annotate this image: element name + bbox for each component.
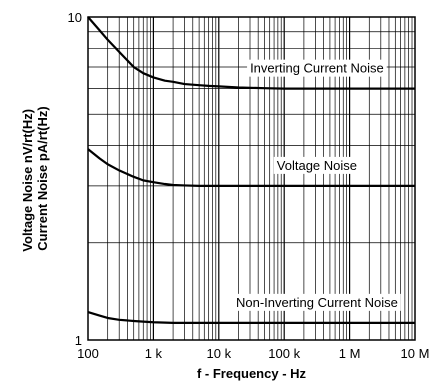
- x-tick-label: 10 M: [401, 346, 430, 361]
- y-axis-title: Voltage Noise nV/rt(Hz) Current Noise pA…: [20, 105, 50, 251]
- y-axis-title-voltage: Voltage Noise nV/rt(Hz): [20, 109, 35, 252]
- series-line-1: [87, 16, 415, 90]
- x-tick-labels: 100 1 k 10 k 100 k 1 M 10 M: [77, 346, 429, 361]
- x-tick-label: 100 k: [268, 346, 300, 361]
- y-tick-label: 1: [75, 333, 82, 348]
- x-tick-label: 1 k: [145, 346, 163, 361]
- grid: [88, 17, 415, 340]
- x-tick-label: 1 M: [339, 346, 361, 361]
- series-annotation-bg-2: [273, 156, 361, 174]
- series-annotation-bg-1: [247, 59, 387, 77]
- y-tick-labels: 1 10: [68, 10, 82, 348]
- x-tick-label: 100: [77, 346, 99, 361]
- series-annotation-1: Inverting Current Noise: [250, 61, 384, 76]
- series-annotation-bg-3: [232, 293, 401, 311]
- x-axis-title: f - Frequency - Hz: [197, 366, 307, 381]
- series-lines: [87, 16, 415, 324]
- plot-area-frame: [87, 16, 416, 341]
- y-axis-title-current: Current Noise pA/rt(Hz): [35, 106, 50, 250]
- x-tick-label: 10 k: [207, 346, 232, 361]
- y-tick-label: 10: [68, 10, 82, 25]
- annotations: Inverting Current Noise Voltage Noise Non-…: [232, 59, 401, 311]
- series-line-3: [87, 311, 415, 324]
- series-annotation-2: Voltage Noise: [277, 158, 357, 173]
- series-line-2: [87, 148, 415, 187]
- series-annotation-3: Non-Inverting Current Noise: [236, 295, 398, 310]
